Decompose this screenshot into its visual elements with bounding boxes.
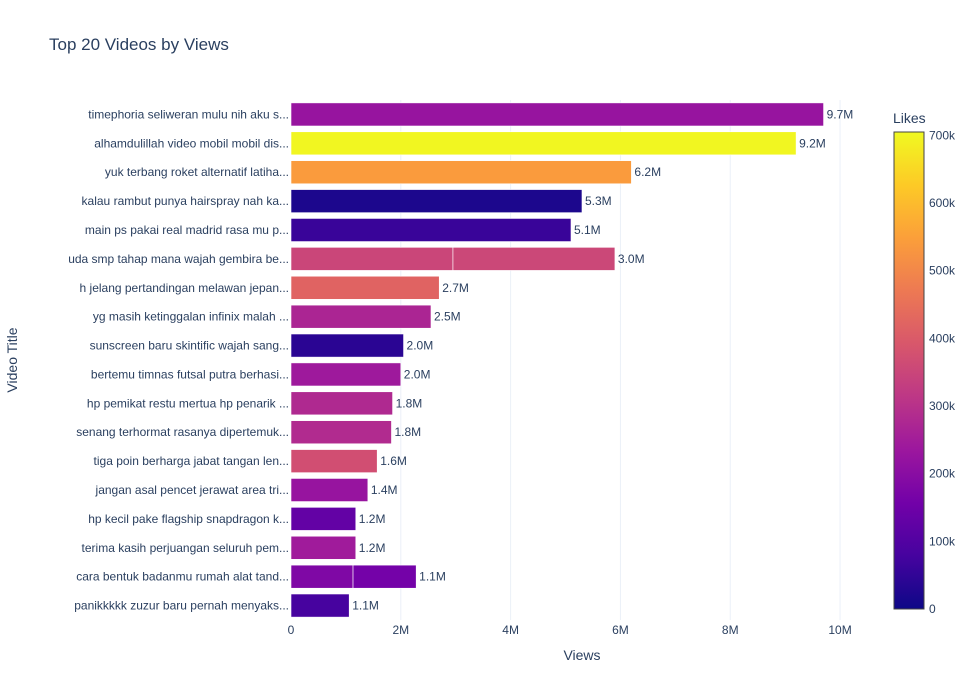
bar-value-label: 1.4M: [371, 483, 398, 497]
bar-value-label: 2.5M: [434, 310, 461, 324]
x-tick-label: 4M: [502, 623, 519, 637]
colorbar-tick-label: 300k: [929, 399, 956, 413]
colorbar-tick-label: 700k: [929, 128, 956, 142]
bar: [290, 160, 632, 185]
bar: [290, 593, 350, 618]
y-category-label: terima kasih perjuangan seluruh pem...: [82, 541, 289, 555]
bar: [290, 478, 369, 502]
y-category-label: hp pemikat restu mertua hp penarik ...: [87, 396, 289, 410]
colorbar-title: Likes: [893, 110, 926, 126]
bar-value-label: 3.0M: [618, 252, 645, 266]
bar-value-label: 9.2M: [799, 136, 826, 150]
y-category-label: timephoria seliweran mulu nih aku s...: [88, 107, 289, 121]
colorbar-tick-label: 0: [929, 602, 936, 616]
y-category-label: uda smp tahap mana wajah gembira be...: [68, 252, 289, 266]
y-axis-title: Video Title: [4, 327, 20, 392]
y-category-label: alhamdulillah video mobil mobil dis...: [94, 136, 289, 150]
bar: [290, 449, 378, 473]
y-category-label: panikkkkk zuzur baru pernah menyaks...: [74, 599, 289, 613]
bar: [352, 564, 417, 589]
bar: [290, 131, 797, 156]
y-category-label: main ps pakai real madrid rasa mu p...: [85, 223, 289, 237]
grid-lines: [400, 100, 841, 620]
colorbar-tick-label: 400k: [929, 331, 956, 345]
colorbar: Likes 0 100k 200k 300k 400k 500k 600k 700k: [893, 110, 956, 616]
bar: [452, 247, 616, 271]
bar-value-label: 9.7M: [827, 107, 854, 121]
bar: [290, 535, 357, 560]
bar: [290, 275, 440, 300]
y-category-label: yuk terbang roket alternatif latiha...: [105, 165, 289, 179]
bar-value-label: 2.0M: [404, 367, 431, 381]
x-tick-label: 0: [288, 623, 295, 637]
bar-value-label: 1.1M: [419, 570, 446, 584]
bar-value-label: 1.6M: [380, 454, 407, 468]
x-tick-label: 2M: [392, 623, 409, 637]
chart-title: Top 20 Videos by Views: [49, 35, 229, 54]
x-tick-label: 10M: [828, 623, 851, 637]
bar-value-label: 1.2M: [359, 541, 386, 555]
bar: [290, 507, 357, 531]
y-category-label: bertemu timnas futsal putra berhasi...: [91, 367, 289, 381]
y-category-label: hp kecil pake flagship snapdragon k...: [88, 512, 289, 526]
bar-value-label: 1.1M: [352, 599, 379, 613]
bar: [290, 391, 393, 416]
y-category-label: yg masih ketinggalan infinix malah ...: [93, 310, 289, 324]
bars: 9.7M 9.2M 6.2M 5.3M 5.1M 3.0M 2.7M 2.5M 2.0M 2.0M…: [290, 102, 854, 618]
y-axis-categories: timephoria seliweran mulu nih aku s... al…: [68, 107, 289, 612]
bar-value-label: 6.2M: [634, 165, 661, 179]
bar: [290, 102, 824, 127]
bar: [290, 362, 402, 387]
bar: [290, 218, 572, 242]
y-category-label: kalau rambut punya hairspray nah ka...: [82, 194, 289, 208]
bar-value-label: 5.3M: [585, 194, 612, 208]
y-category-label: senang terhormat rasanya dipertemuk...: [76, 425, 289, 439]
y-category-label: tiga poin berharga jabat tangan len...: [94, 454, 289, 468]
bar: [290, 304, 432, 329]
bar: [290, 247, 454, 271]
bar: [290, 564, 354, 589]
bar-value-label: 5.1M: [574, 223, 601, 237]
x-axis-title: Views: [563, 647, 600, 663]
x-axis-ticks: 0 2M 4M 6M 8M 10M: [288, 623, 852, 637]
colorbar-tick-label: 500k: [929, 264, 956, 278]
y-category-label: cara bentuk badanmu rumah alat tand...: [76, 570, 289, 584]
bar-value-label: 2.0M: [407, 339, 434, 353]
y-category-label: jangan asal pencet jerawat area tri...: [95, 483, 289, 497]
y-category-label: sunscreen baru skintific wajah sang...: [90, 339, 289, 353]
y-category-label: h jelang pertandingan melawan jepan...: [80, 281, 289, 295]
bar-value-label: 1.2M: [359, 512, 386, 526]
bar-value-label: 1.8M: [396, 396, 423, 410]
bar: [290, 333, 404, 358]
colorbar-tick-label: 100k: [929, 534, 956, 548]
x-tick-label: 8M: [722, 623, 739, 637]
bar: [290, 420, 392, 445]
x-tick-label: 6M: [612, 623, 629, 637]
colorbar-tick-label: 200k: [929, 467, 956, 481]
bar-value-label: 1.8M: [394, 425, 421, 439]
colorbar-tick-label: 600k: [929, 196, 956, 210]
bar: [290, 189, 583, 213]
bar-value-label: 2.7M: [442, 281, 469, 295]
colorbar-gradient: [893, 131, 925, 610]
